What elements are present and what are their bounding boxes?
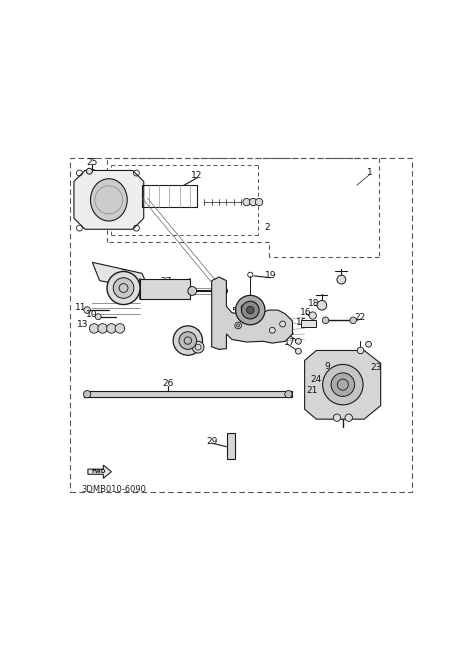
Text: 15: 15 xyxy=(296,318,308,328)
Text: 18: 18 xyxy=(309,300,320,308)
Circle shape xyxy=(322,317,329,324)
Text: 29: 29 xyxy=(206,437,218,446)
Text: 9: 9 xyxy=(325,362,330,371)
Circle shape xyxy=(243,198,250,206)
Circle shape xyxy=(115,324,125,333)
Circle shape xyxy=(179,332,197,349)
Text: 5: 5 xyxy=(231,307,237,317)
Text: 28: 28 xyxy=(213,278,225,287)
Text: 21: 21 xyxy=(306,387,318,396)
Text: 17: 17 xyxy=(284,338,296,347)
Text: 26: 26 xyxy=(162,379,173,388)
Polygon shape xyxy=(305,351,381,419)
Circle shape xyxy=(95,314,101,320)
Text: 16: 16 xyxy=(301,308,312,317)
Circle shape xyxy=(83,390,91,398)
Polygon shape xyxy=(88,465,111,478)
Text: 27: 27 xyxy=(160,277,172,286)
Circle shape xyxy=(255,198,263,206)
Circle shape xyxy=(357,347,364,354)
Circle shape xyxy=(365,341,372,347)
Circle shape xyxy=(350,317,356,324)
Text: 6: 6 xyxy=(230,316,236,325)
Bar xyxy=(301,320,317,326)
Circle shape xyxy=(246,306,254,314)
Circle shape xyxy=(285,390,292,398)
Circle shape xyxy=(249,198,257,206)
Text: 12: 12 xyxy=(191,171,203,181)
Text: 22: 22 xyxy=(355,313,366,322)
Circle shape xyxy=(235,322,241,329)
Text: 24: 24 xyxy=(311,375,322,385)
Circle shape xyxy=(84,307,91,313)
Text: 3DMB010-6090: 3DMB010-6090 xyxy=(82,485,146,494)
Circle shape xyxy=(317,301,327,310)
Circle shape xyxy=(90,324,99,333)
Text: 11: 11 xyxy=(75,303,86,312)
Text: 8: 8 xyxy=(223,312,229,321)
Circle shape xyxy=(86,168,92,174)
Circle shape xyxy=(220,287,228,295)
Circle shape xyxy=(241,301,259,319)
Text: 7: 7 xyxy=(233,326,238,335)
Circle shape xyxy=(107,271,140,305)
Circle shape xyxy=(173,326,202,355)
Circle shape xyxy=(188,286,197,296)
Text: 19: 19 xyxy=(264,271,276,281)
Circle shape xyxy=(295,349,301,354)
Text: 10: 10 xyxy=(86,310,97,319)
Circle shape xyxy=(323,364,363,405)
Polygon shape xyxy=(74,171,144,230)
Bar xyxy=(140,279,190,299)
Circle shape xyxy=(295,338,301,344)
Circle shape xyxy=(333,414,341,421)
Text: 25: 25 xyxy=(87,158,98,167)
Text: 14: 14 xyxy=(284,328,296,337)
Circle shape xyxy=(107,324,116,333)
Text: 20: 20 xyxy=(190,329,201,337)
Bar xyxy=(84,391,292,397)
Circle shape xyxy=(345,414,352,421)
Circle shape xyxy=(269,328,275,333)
Text: 23: 23 xyxy=(370,362,382,371)
Circle shape xyxy=(98,324,108,333)
Circle shape xyxy=(192,341,204,353)
Circle shape xyxy=(113,278,134,298)
Text: 3: 3 xyxy=(283,317,288,326)
Circle shape xyxy=(309,312,316,319)
Text: 2: 2 xyxy=(264,223,270,232)
Polygon shape xyxy=(92,262,149,290)
Ellipse shape xyxy=(91,179,127,221)
Text: FWD: FWD xyxy=(91,469,106,474)
Text: 13: 13 xyxy=(77,320,89,329)
Circle shape xyxy=(337,275,346,284)
Circle shape xyxy=(236,296,265,325)
Text: 4: 4 xyxy=(273,323,278,332)
Text: 1: 1 xyxy=(367,168,373,177)
Circle shape xyxy=(331,373,355,396)
Bar xyxy=(228,433,235,459)
Text: 2: 2 xyxy=(121,269,127,278)
Polygon shape xyxy=(212,277,292,349)
Circle shape xyxy=(280,321,285,327)
